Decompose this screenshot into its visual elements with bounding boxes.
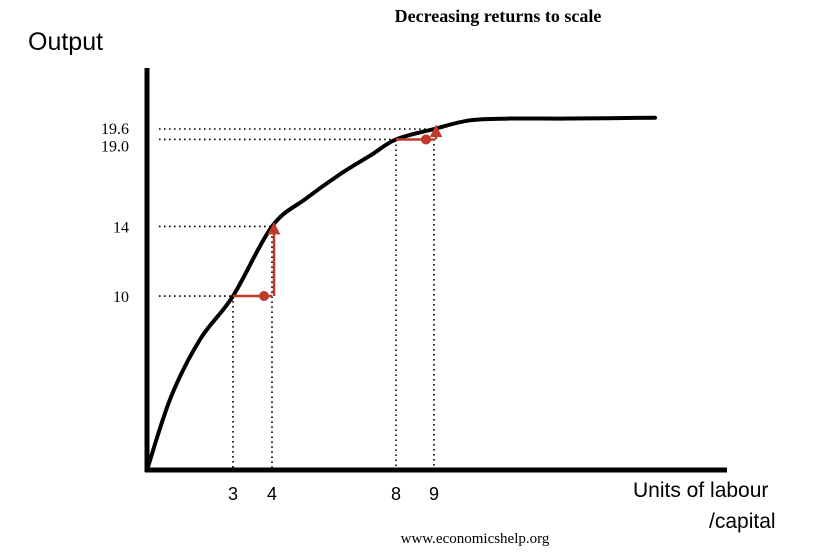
production-curve <box>145 115 657 472</box>
step-dot <box>259 291 269 302</box>
x-tick-label: 9 <box>429 484 439 504</box>
y-tick-label: 19.0 <box>101 138 129 155</box>
x-axis-label-line1: Units of labour <box>633 479 768 502</box>
y-tick-labels: 10 14 19.019.6 <box>101 121 129 306</box>
x-tick-label: 3 <box>228 484 238 504</box>
x-tick-labels: 3 4 8 9 <box>228 484 439 504</box>
x-tick-label: 4 <box>267 484 277 504</box>
curve-layer <box>145 115 657 472</box>
y-tick-label: 14 <box>113 219 129 236</box>
y-axis-label: Output <box>28 28 103 56</box>
guide-lines <box>159 128 435 470</box>
source-credit: www.economicshelp.org <box>401 531 550 547</box>
step-dot <box>421 134 431 145</box>
step-markers <box>233 124 443 302</box>
chart-title: Decreasing returns to scale <box>395 6 602 26</box>
x-tick-label: 8 <box>391 484 401 504</box>
y-tick-label: 19.6 <box>101 121 129 138</box>
x-axis-label-line2: /capital <box>709 510 776 533</box>
y-tick-label: 10 <box>113 289 129 306</box>
